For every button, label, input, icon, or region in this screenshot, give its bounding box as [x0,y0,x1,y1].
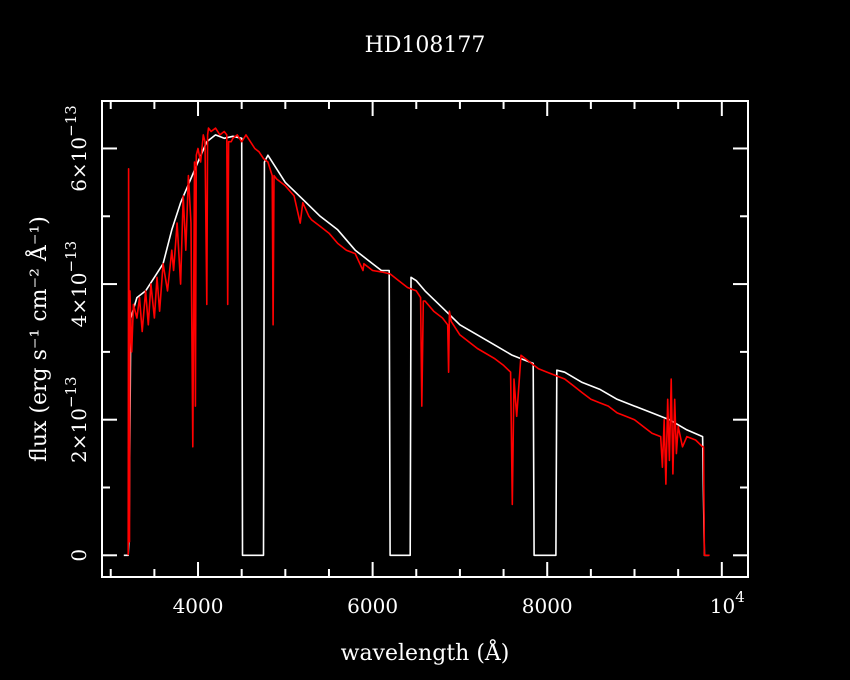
x-tick-label-0: 4000 [173,594,224,618]
y-tick-mantissa: 6×10 [67,137,91,192]
series-line-0 [123,134,709,557]
axis-ticks [102,101,748,577]
y-tick-mantissa: 0 [67,549,91,562]
y-tick-label-0: 0 [67,549,91,562]
y-tick-mantissa: 2×10 [67,408,91,463]
series-line-1 [127,127,710,557]
y-tick-label-3: 6×10−13 [62,105,91,192]
x-tick-label-2: 8000 [522,594,573,618]
y-tick-exponent: −13 [62,105,80,137]
y-tick-exponent: −13 [62,241,80,273]
x-tick-label-1: 6000 [347,594,398,618]
plot-frame [101,100,749,578]
y-tick-label-2: 4×10−13 [62,241,91,328]
x-tick-exponent: 4 [735,588,745,606]
y-tick-labels: 02×10−134×10−136×10−13 [62,105,91,561]
y-tick-mantissa: 4×10 [67,272,91,327]
y-tick-exponent: −13 [62,376,80,408]
data-series [123,127,710,557]
chart-title: HD108177 [365,33,486,58]
y-axis-label: flux (erg s⁻¹ cm⁻² Å⁻¹) [24,216,52,462]
y-tick-label-1: 2×10−13 [62,376,91,463]
x-axis-label: wavelength (Å) [341,638,510,666]
